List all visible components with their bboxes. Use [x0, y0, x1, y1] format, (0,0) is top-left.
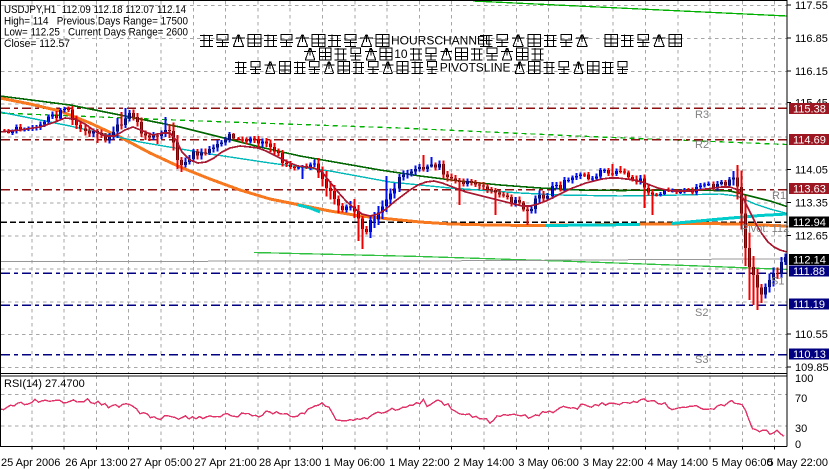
svg-text:5 May 22:00: 5 May 22:00 [767, 457, 828, 469]
svg-text:112.14: 112.14 [793, 255, 826, 267]
svg-text:112.65: 112.65 [795, 230, 828, 242]
svg-text:High= 114 Previous Days Rang: High= 114 Previous Days Range= 17500 [4, 16, 188, 28]
svg-text:HOURSCHANNEL: HOURSCHANNEL [391, 34, 492, 48]
svg-text:27 Apr 05:00: 27 Apr 05:00 [130, 457, 192, 469]
svg-text:70: 70 [795, 393, 807, 405]
svg-text:2 May 14:00: 2 May 14:00 [454, 457, 515, 469]
svg-text:Pivot: 112: Pivot: 112 [741, 223, 789, 235]
svg-text:S3: S3 [695, 354, 708, 366]
svg-text:3 May 06:00: 3 May 06:00 [518, 457, 579, 469]
svg-text:114.05: 114.05 [795, 165, 828, 177]
svg-text:1 May 22:00: 1 May 22:00 [389, 457, 450, 469]
svg-text:113.63: 113.63 [793, 184, 826, 196]
svg-text:117.55: 117.55 [795, 0, 828, 12]
svg-text:RSI(14) 27.4700: RSI(14) 27.4700 [4, 378, 85, 390]
svg-text:3 May 22:00: 3 May 22:00 [583, 457, 644, 469]
svg-text:116.15: 116.15 [795, 66, 828, 78]
svg-text:25 Apr 2006: 25 Apr 2006 [1, 457, 60, 469]
svg-text:115.38: 115.38 [793, 104, 826, 116]
svg-text:30: 30 [795, 423, 807, 435]
svg-text:R2: R2 [695, 139, 709, 151]
svg-text:27 Apr 21:00: 27 Apr 21:00 [194, 457, 256, 469]
svg-text:1 May 06:00: 1 May 06:00 [325, 457, 386, 469]
svg-text:113.35: 113.35 [795, 198, 828, 210]
svg-text:R3: R3 [695, 109, 709, 121]
svg-text:111.19: 111.19 [793, 299, 825, 311]
svg-text:114.69: 114.69 [793, 135, 826, 147]
svg-text:R1: R1 [772, 190, 786, 202]
svg-text:109.85: 109.85 [795, 362, 829, 374]
svg-text:PIVOTSLINE: PIVOTSLINE [440, 61, 511, 75]
svg-text:110.13: 110.13 [793, 349, 826, 361]
svg-text:S2: S2 [695, 307, 708, 319]
svg-text:Low= 112.25 Current Days Ran: Low= 112.25 Current Days Range= 2600 [4, 27, 188, 39]
svg-text:Close= 112.57: Close= 112.57 [4, 38, 70, 50]
svg-text:26 Apr 13:00: 26 Apr 13:00 [65, 457, 127, 469]
svg-text:0: 0 [795, 439, 801, 451]
svg-text:28 Apr 13:00: 28 Apr 13:00 [259, 457, 321, 469]
svg-text:116.85: 116.85 [795, 33, 828, 45]
svg-text:100: 100 [795, 373, 813, 385]
svg-text:10: 10 [394, 47, 408, 61]
svg-text:5 May 06:00: 5 May 06:00 [712, 457, 773, 469]
svg-text:110.55: 110.55 [795, 329, 828, 341]
svg-text:111.88: 111.88 [793, 266, 825, 278]
svg-text:S1: S1 [771, 276, 784, 288]
svg-text:4 May 14:00: 4 May 14:00 [648, 457, 709, 469]
svg-text:USDJPY,H1 112.09 112.18 112.0: USDJPY,H1 112.09 112.18 112.07 112.14 [4, 4, 186, 16]
svg-text:112.94: 112.94 [793, 217, 826, 229]
